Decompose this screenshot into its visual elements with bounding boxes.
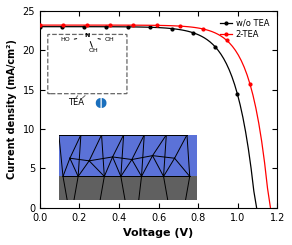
w/o TEA bbox=[255, 206, 258, 209]
2-TEA bbox=[178, 25, 182, 28]
w/o TEA bbox=[186, 30, 190, 33]
FancyBboxPatch shape bbox=[48, 35, 127, 94]
Text: OH: OH bbox=[104, 37, 114, 42]
w/o TEA bbox=[178, 28, 182, 31]
Text: HO: HO bbox=[61, 37, 70, 42]
Text: ◖◗: ◖◗ bbox=[94, 96, 107, 109]
2-TEA bbox=[242, 66, 246, 69]
Line: w/o TEA: w/o TEA bbox=[39, 25, 258, 209]
w/o TEA bbox=[38, 25, 42, 28]
2-TEA bbox=[175, 24, 179, 27]
w/o TEA bbox=[167, 27, 171, 30]
2-TEA bbox=[38, 24, 42, 26]
Text: TEA: TEA bbox=[68, 98, 84, 107]
Y-axis label: Current density (mA/cm²): Current density (mA/cm²) bbox=[7, 39, 17, 179]
Legend: w/o TEA, 2-TEA: w/o TEA, 2-TEA bbox=[218, 17, 271, 40]
w/o TEA bbox=[134, 25, 138, 28]
w/o TEA bbox=[170, 27, 173, 30]
Text: OH: OH bbox=[88, 48, 98, 53]
2-TEA bbox=[187, 25, 190, 28]
2-TEA bbox=[269, 206, 272, 209]
Text: N: N bbox=[85, 33, 90, 38]
X-axis label: Voltage (V): Voltage (V) bbox=[124, 228, 194, 238]
2-TEA bbox=[196, 26, 199, 29]
Line: 2-TEA: 2-TEA bbox=[39, 24, 272, 209]
w/o TEA bbox=[230, 75, 234, 78]
2-TEA bbox=[140, 24, 144, 27]
